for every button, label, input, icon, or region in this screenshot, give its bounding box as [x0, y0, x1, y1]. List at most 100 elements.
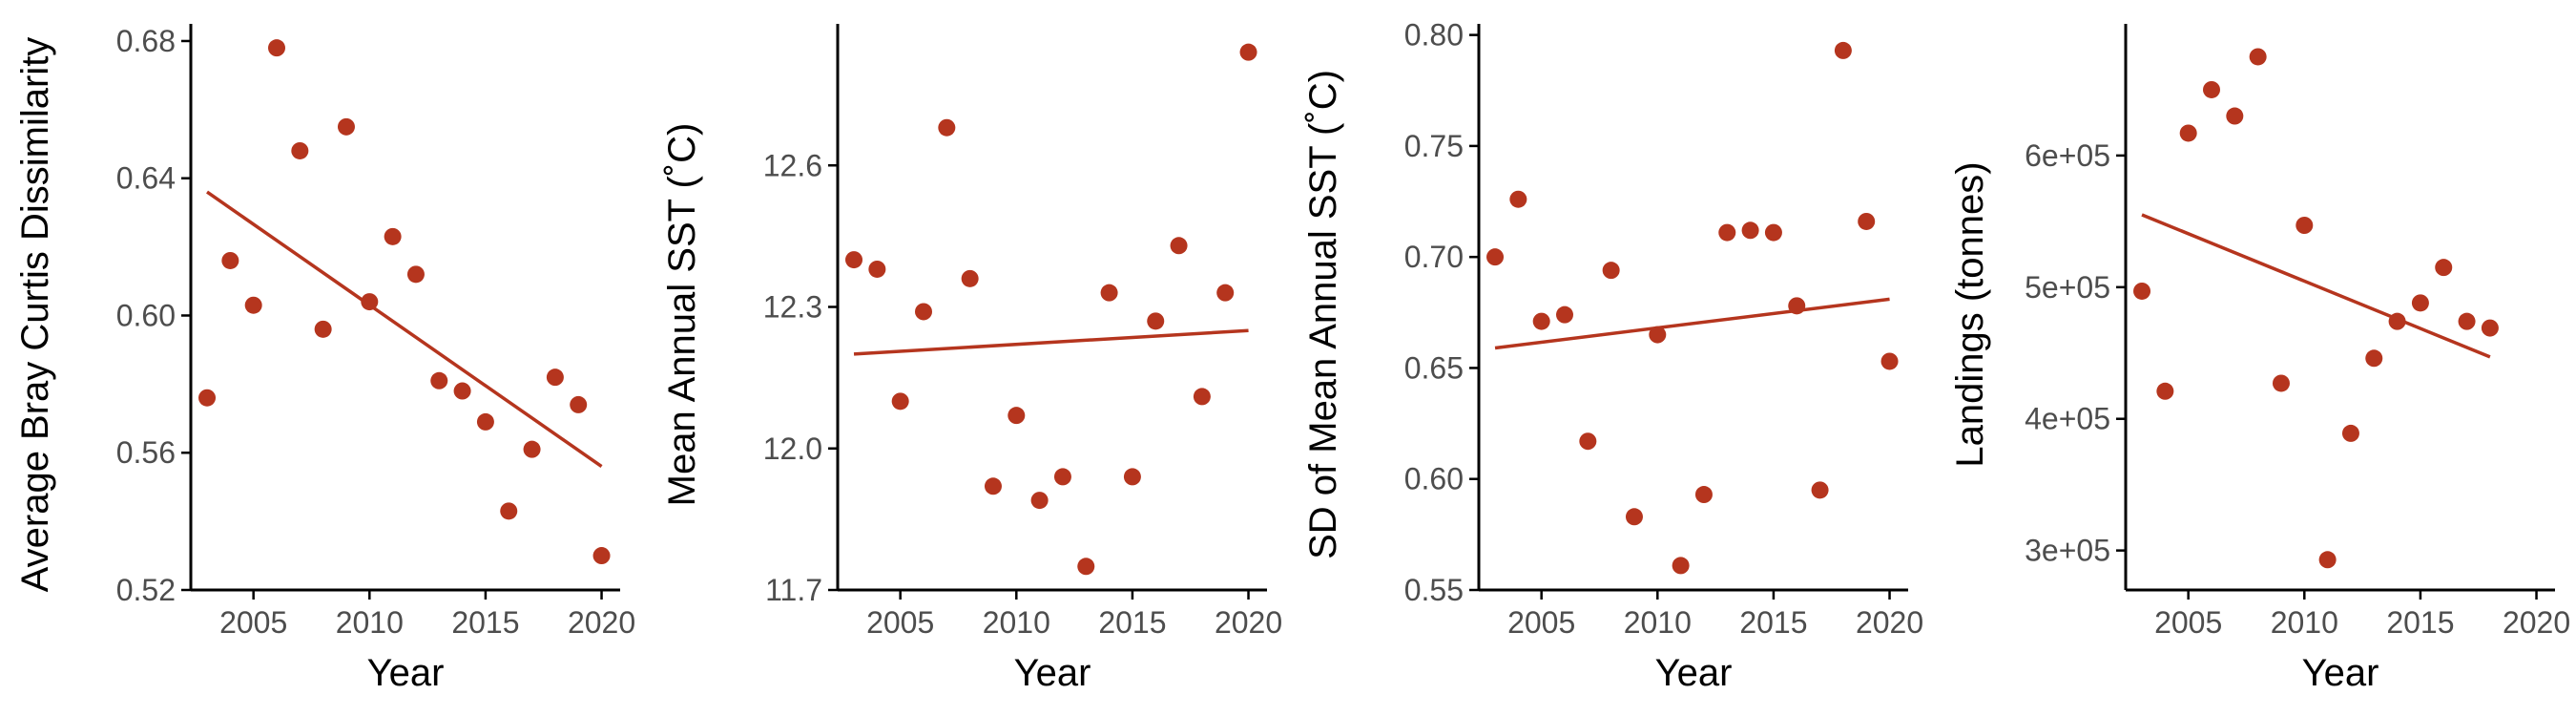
- data-point: [1788, 297, 1806, 315]
- y-tick-label: 3e+05: [2025, 534, 2110, 568]
- x-tick-label: 2010: [336, 605, 404, 640]
- data-point: [221, 251, 239, 269]
- data-point: [1100, 284, 1118, 302]
- y-axis-title: SD of Mean Annual SST (˚C): [1302, 70, 1344, 559]
- data-point: [2365, 349, 2383, 368]
- data-point: [1193, 388, 1211, 406]
- x-tick-label: 2015: [1098, 605, 1166, 640]
- data-point: [1764, 223, 1782, 242]
- x-tick-label: 2015: [451, 605, 519, 640]
- data-point: [1625, 508, 1643, 526]
- data-point: [1486, 248, 1505, 266]
- data-point: [2388, 312, 2406, 330]
- data-point: [384, 227, 402, 245]
- trend-line: [853, 328, 1249, 356]
- chart-panel-2: 2005 2010 2015 2020 11.7 12.0 12.3 12.6 Year Mean…: [661, 24, 1282, 694]
- x-tick-label: 2005: [1507, 605, 1575, 640]
- x-tick-label: 2015: [2386, 605, 2454, 640]
- y-axis-title: Average Bray Curtis Dissimilarity: [14, 37, 56, 593]
- x-tick-label: 2020: [568, 605, 635, 640]
- x-tick-label: 2005: [2154, 605, 2222, 640]
- chart-panel-4: 2005 2010 2015 2020 3e+05 4e+05 5e+05 6e+05 Year…: [1949, 24, 2570, 694]
- y-tick-label: 0.60: [1404, 462, 1464, 496]
- data-point: [2318, 551, 2337, 569]
- data-point: [2133, 282, 2151, 300]
- data-point: [2296, 216, 2314, 234]
- x-tick-label: 2015: [1739, 605, 1807, 640]
- data-point: [1694, 486, 1713, 504]
- data-point: [2249, 48, 2267, 66]
- data-point: [406, 265, 425, 284]
- data-point: [523, 440, 541, 458]
- data-point: [1216, 284, 1235, 302]
- data-point: [1811, 481, 1829, 499]
- x-tick-label: 2010: [2271, 605, 2338, 640]
- data-point: [198, 389, 217, 407]
- data-point: [337, 117, 355, 136]
- data-point: [476, 412, 494, 431]
- data-point: [868, 260, 886, 278]
- x-axis-title: Year: [1655, 652, 1733, 694]
- data-point: [1649, 326, 1667, 344]
- data-point: [592, 547, 611, 565]
- data-point: [984, 477, 1002, 495]
- data-point: [2435, 259, 2453, 277]
- y-tick-label: 0.52: [116, 573, 176, 607]
- y-tick-label: 11.7: [765, 573, 822, 607]
- data-point: [1053, 468, 1071, 486]
- data-point: [2272, 374, 2290, 392]
- data-point: [2481, 319, 2499, 337]
- data-point: [1880, 352, 1899, 370]
- data-point: [2458, 312, 2476, 330]
- data-point: [244, 296, 262, 314]
- data-point: [430, 371, 448, 390]
- data-point: [2411, 294, 2429, 312]
- x-tick-label: 2010: [983, 605, 1050, 640]
- data-point: [1030, 492, 1049, 510]
- x-tick-label: 2005: [866, 605, 934, 640]
- data-point: [1509, 190, 1527, 208]
- data-point: [1170, 237, 1188, 255]
- x-axis-title: Year: [1014, 652, 1091, 694]
- data-point: [1718, 223, 1736, 242]
- y-tick-label: 12.3: [763, 290, 822, 325]
- y-tick-label: 6e+05: [2025, 138, 2110, 173]
- y-tick-label: 0.70: [1404, 240, 1464, 274]
- x-axis-title: Year: [367, 652, 445, 694]
- data-point: [291, 141, 309, 159]
- data-point: [1147, 312, 1165, 330]
- data-point: [1239, 43, 1257, 61]
- x-tick-label: 2020: [2503, 605, 2570, 640]
- y-tick-label: 0.65: [1404, 350, 1464, 385]
- data-point: [314, 320, 332, 338]
- y-tick-label: 0.68: [116, 24, 176, 58]
- x-axis-title: Year: [2302, 652, 2379, 694]
- data-point: [1532, 312, 1550, 330]
- data-point: [1077, 558, 1095, 576]
- data-point: [2203, 80, 2220, 98]
- data-point: [2341, 424, 2359, 442]
- data-point: [845, 251, 863, 269]
- x-tick-label: 2020: [1215, 605, 1282, 640]
- y-tick-label: 12.6: [763, 148, 822, 182]
- data-point: [1741, 221, 1759, 240]
- y-tick-label: 0.64: [116, 161, 176, 196]
- data-point: [891, 392, 909, 411]
- data-point: [938, 118, 956, 137]
- y-tick-label: 0.80: [1404, 18, 1464, 53]
- y-tick-label: 0.60: [116, 298, 176, 332]
- trend-line: [206, 190, 603, 469]
- data-point: [1834, 41, 1852, 59]
- data-point: [570, 395, 588, 413]
- data-point: [1123, 468, 1141, 486]
- data-point: [2226, 107, 2244, 125]
- trend-line: [1494, 297, 1890, 350]
- x-tick-label: 2020: [1856, 605, 1923, 640]
- data-point: [1008, 407, 1026, 425]
- data-point: [2179, 124, 2197, 142]
- y-tick-label: 0.55: [1404, 573, 1464, 607]
- y-axis-title: Landings (tonnes): [1949, 161, 1991, 467]
- data-point: [1556, 305, 1573, 324]
- data-point: [361, 293, 379, 311]
